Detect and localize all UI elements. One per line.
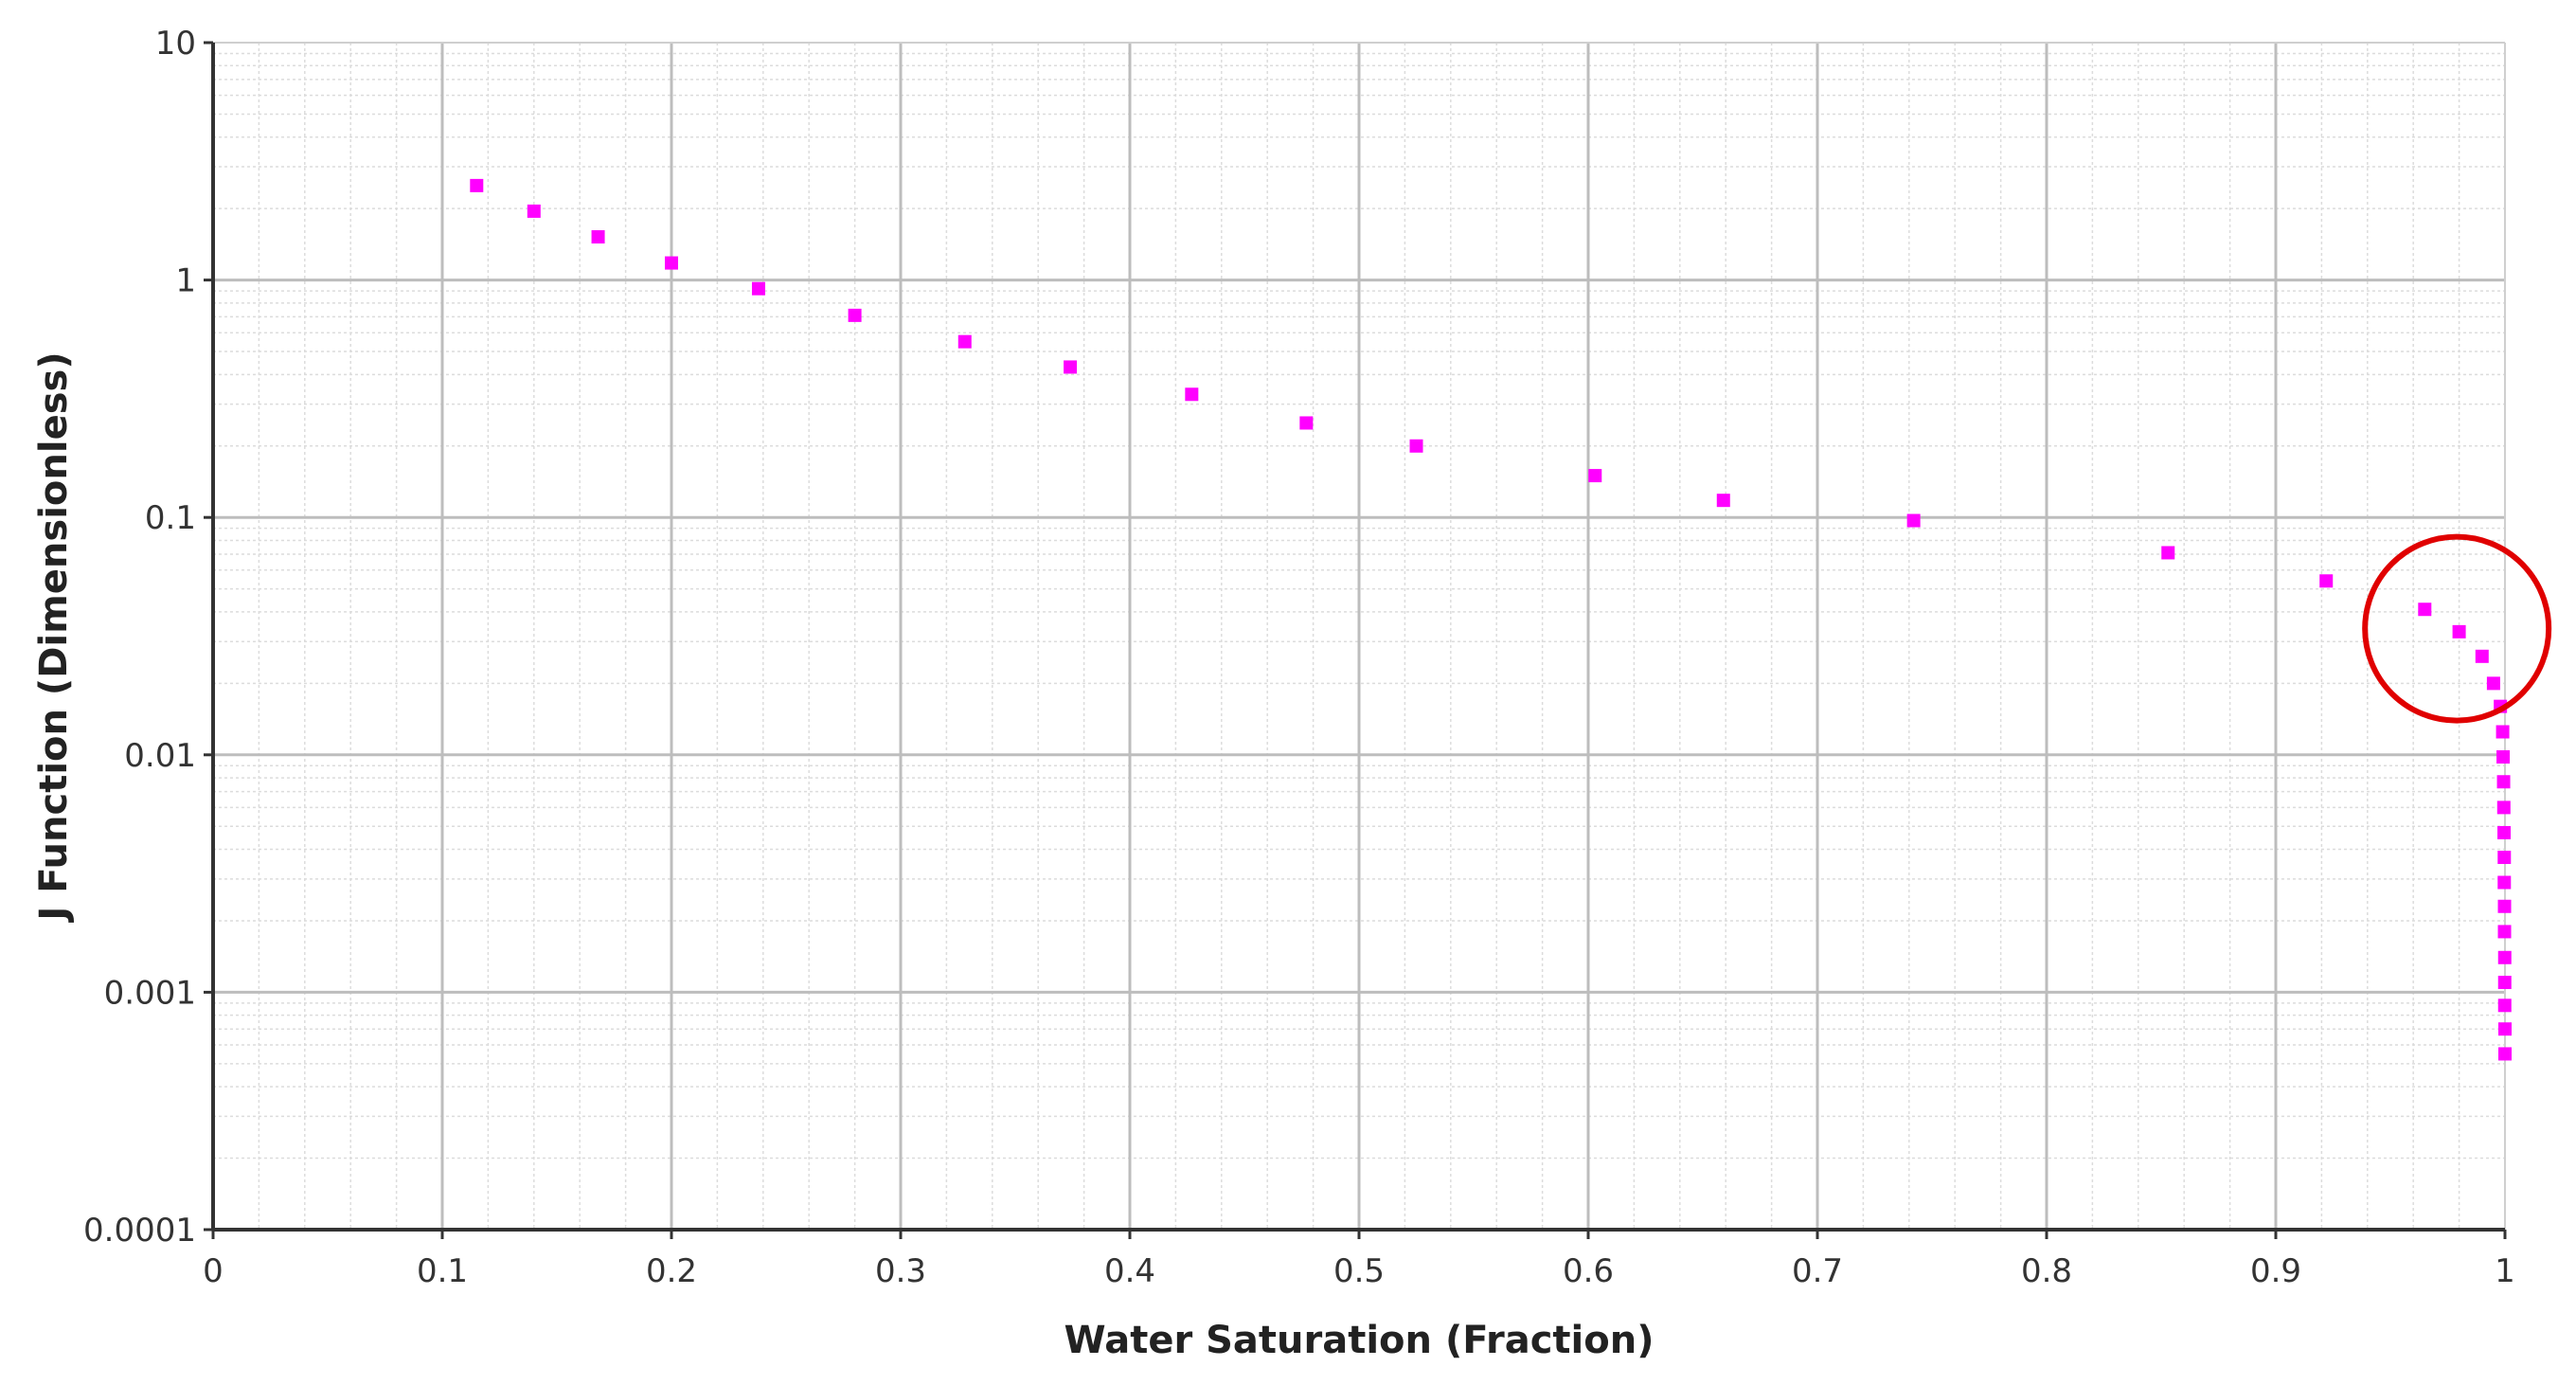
data-point — [2161, 546, 2175, 560]
data-point — [2496, 749, 2511, 764]
data-point — [751, 281, 765, 296]
data-point — [848, 308, 862, 322]
data-point — [2496, 775, 2511, 789]
x-tick-label: 0 — [203, 1252, 224, 1290]
data-point — [2497, 851, 2512, 865]
x-tick-label: 0.8 — [2021, 1252, 2072, 1290]
y-tick-label: 0.001 — [104, 974, 196, 1012]
data-point — [1064, 360, 1078, 374]
y-axis-title: J Function (Dimensionless) — [32, 351, 76, 923]
data-point — [2452, 624, 2466, 639]
data-point — [1716, 494, 1730, 508]
data-point — [957, 334, 972, 349]
axes — [204, 41, 2507, 1239]
data-point — [591, 230, 605, 244]
data-point — [2496, 800, 2511, 815]
data-point — [2497, 899, 2512, 913]
y-tick-label: 1 — [175, 262, 196, 300]
major-gridlines — [213, 43, 2505, 1230]
data-points — [470, 178, 2512, 1061]
x-tick-label: 0.5 — [1333, 1252, 1385, 1290]
data-point — [2486, 676, 2500, 691]
data-point — [2319, 574, 2334, 588]
x-tick-label: 0.6 — [1563, 1252, 1614, 1290]
highlight-circle — [2362, 533, 2552, 724]
data-point — [2475, 649, 2489, 663]
x-tick-label: 0.9 — [2250, 1252, 2301, 1290]
data-point — [2497, 950, 2512, 964]
x-tick-label: 0.3 — [875, 1252, 926, 1290]
y-tick-label: 10 — [155, 25, 196, 63]
x-tick-labels: 0 0.1 0.2 0.3 0.4 0.5 0.6 0.7 0.8 0.9 1 — [203, 1252, 2515, 1290]
minor-gridlines — [213, 43, 2505, 1230]
y-tick-label: 0.0001 — [83, 1212, 196, 1250]
data-point — [2498, 1022, 2512, 1036]
data-point — [2497, 875, 2512, 890]
data-point — [2418, 603, 2432, 617]
x-tick-label: 0.4 — [1104, 1252, 1155, 1290]
y-tick-label: 0.01 — [124, 737, 196, 775]
data-point — [2497, 998, 2512, 1013]
x-axis-title: Water Saturation (Fraction) — [1064, 1319, 1655, 1362]
data-point — [1409, 439, 1423, 453]
data-point — [665, 256, 678, 270]
x-tick-label: 0.7 — [1792, 1252, 1843, 1290]
data-point — [2497, 825, 2512, 839]
data-point — [1185, 387, 1199, 402]
data-point — [1588, 469, 1602, 483]
y-tick-label: 0.1 — [145, 499, 196, 537]
data-point — [1299, 416, 1314, 430]
y-tick-labels: 0.0001 0.001 0.01 0.1 1 10 — [83, 25, 196, 1250]
data-point — [470, 178, 484, 192]
data-point — [2498, 1047, 2512, 1061]
annotations — [2362, 533, 2552, 724]
data-point — [527, 204, 541, 218]
x-tick-label: 0.2 — [646, 1252, 697, 1290]
data-point — [2496, 725, 2510, 739]
data-point — [2497, 925, 2512, 939]
x-tick-label: 0.1 — [417, 1252, 468, 1290]
x-tick-label: 1 — [2495, 1252, 2515, 1290]
data-point — [2497, 976, 2512, 990]
data-point — [1906, 513, 1921, 528]
